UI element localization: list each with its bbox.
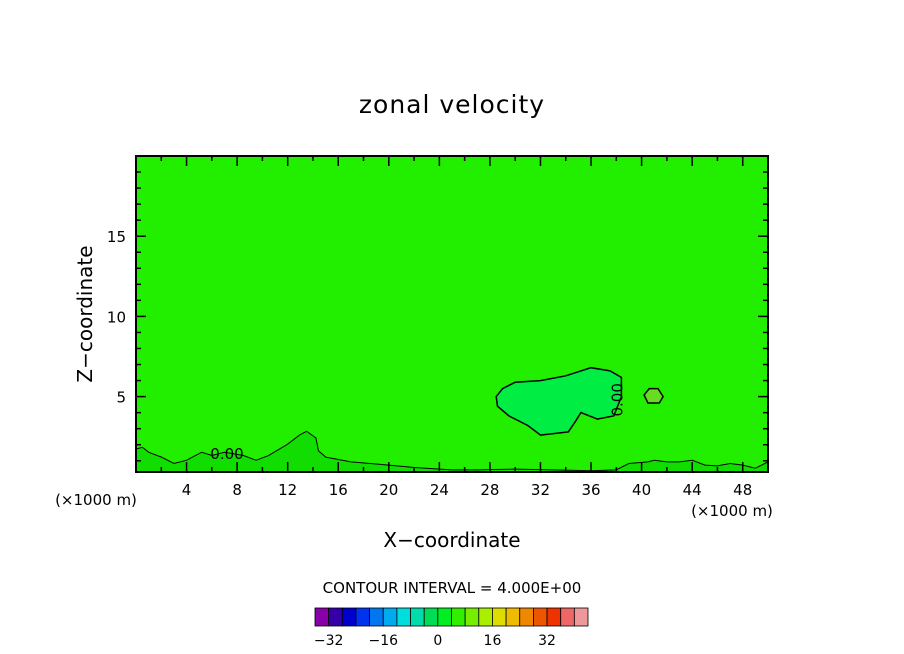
contour-label: 0.00: [609, 383, 627, 416]
colorbar-tick-labels: −32 −16 0 16 32: [314, 633, 556, 649]
contour-labels: 0.00 0.00: [210, 383, 626, 463]
x-axis-label: X−coordinate: [383, 528, 520, 552]
colorbar-tick-label: −32: [314, 633, 344, 649]
colorbar-swatch: [573, 607, 589, 627]
colorbar-swatch: [560, 607, 575, 627]
positive-core-region: [495, 366, 623, 436]
x-tick-label: 16: [329, 481, 348, 499]
plot-background: [136, 156, 768, 472]
colorbar-swatch: [478, 607, 493, 627]
colorbar-swatch: [519, 607, 534, 627]
x-tick-label: 40: [632, 481, 651, 499]
x-tick-label: 32: [531, 481, 550, 499]
axis-ticks: [136, 156, 768, 472]
y-axis-label: Z−coordinate: [73, 245, 97, 382]
colorbar: [314, 607, 589, 627]
x-tick-label: 44: [683, 481, 702, 499]
colorbar-tick-label: 32: [538, 633, 556, 649]
contour-label: 0.00: [210, 445, 243, 463]
x-tick-label: 12: [278, 481, 297, 499]
y-tick-label: 5: [116, 389, 126, 407]
colorbar-swatch: [410, 607, 425, 627]
x-tick-label: 20: [379, 481, 398, 499]
y-tick-label: 15: [107, 228, 126, 246]
colorbar-tick-label: 0: [433, 633, 442, 649]
colorbar-swatch: [369, 607, 384, 627]
y-tick-label: 10: [107, 308, 126, 326]
x-unit-right: (×1000 m): [691, 502, 773, 520]
positive-blob-region: [643, 387, 664, 404]
colorbar-tick-label: 16: [484, 633, 502, 649]
x-unit-left: (×1000 m): [55, 491, 137, 509]
contour-regions: [495, 366, 664, 436]
chart-title: zonal velocity: [359, 90, 545, 119]
bottom-fill: [136, 431, 768, 472]
colorbar-swatch: [328, 607, 343, 627]
x-tick-label: 4: [182, 481, 192, 499]
colorbar-swatch: [546, 607, 562, 627]
colorbar-swatch: [396, 607, 411, 627]
colorbar-swatch: [423, 607, 439, 627]
colorbar-swatch: [505, 607, 521, 627]
colorbar-swatch: [382, 607, 398, 627]
x-tick-label: 24: [430, 481, 449, 499]
colorbar-swatch: [492, 607, 507, 627]
contour-interval-text: CONTOUR INTERVAL = 4.000E+00: [323, 579, 582, 597]
colorbar-swatch: [341, 607, 357, 627]
colorbar-swatch: [451, 607, 466, 627]
x-tick-label: 36: [581, 481, 600, 499]
x-tick-label: 48: [733, 481, 752, 499]
plot-area: 0.00 0.00: [135, 155, 769, 473]
colorbar-tick-label: −16: [368, 633, 398, 649]
colorbar-swatch: [314, 607, 330, 627]
colorbar-swatch: [355, 607, 371, 627]
plot-frame: [135, 155, 769, 473]
y-tick-labels: 5 10 15: [107, 228, 126, 406]
x-tick-labels: 4 8 12 16 20 24 28 32 36 40 44 48: [182, 481, 752, 499]
x-tick-label: 8: [232, 481, 242, 499]
colorbar-swatch: [437, 607, 452, 627]
x-tick-label: 28: [480, 481, 499, 499]
colorbar-swatch: [464, 607, 480, 627]
colorbar-swatch: [533, 607, 548, 627]
